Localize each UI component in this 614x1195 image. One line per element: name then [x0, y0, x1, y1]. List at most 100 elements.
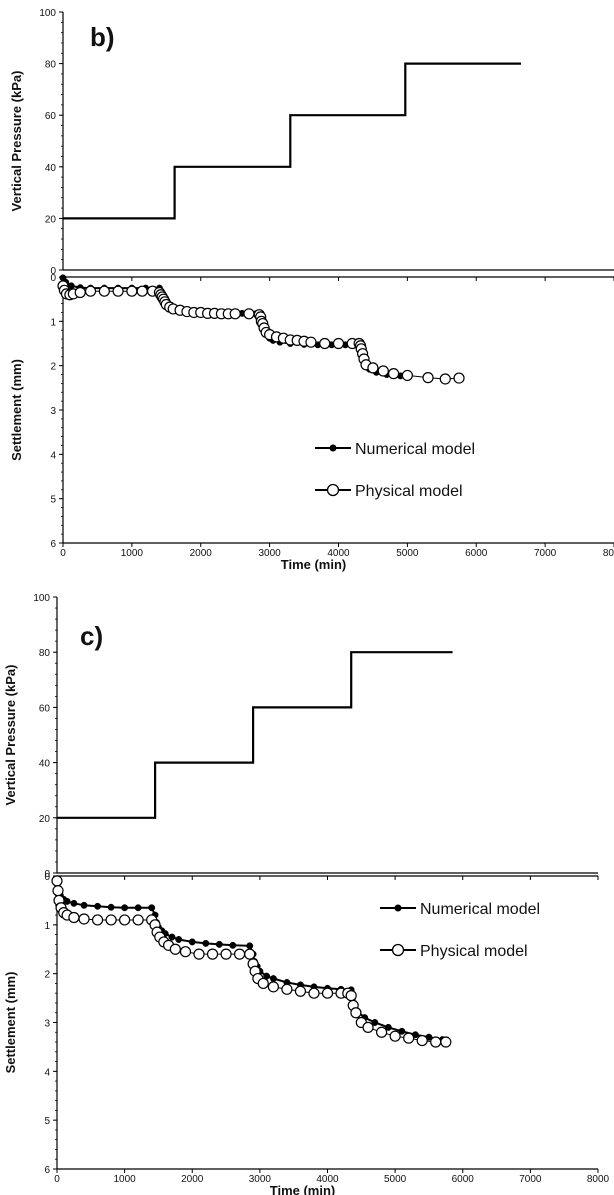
- settlement-y-tick-label: 1: [50, 317, 56, 328]
- time-x-tick-label: 3000: [249, 1174, 272, 1185]
- panel-label: b): [90, 22, 115, 52]
- time-x-tick-label: 8000: [603, 548, 614, 559]
- data-point-open: [119, 914, 131, 926]
- settlement-y-tick-label: 3: [44, 1019, 50, 1030]
- data-point-open: [453, 372, 465, 384]
- data-point-open: [52, 885, 64, 897]
- data-point-open: [206, 948, 219, 960]
- time-x-tick-label: 2000: [190, 548, 213, 559]
- data-point-open: [422, 372, 434, 384]
- time-x-tick-label: 3000: [259, 548, 282, 559]
- data-point-open: [91, 914, 104, 926]
- data-point-filled: [215, 940, 223, 948]
- time-x-tick-label: 7000: [519, 1174, 542, 1185]
- data-point-open: [388, 368, 400, 380]
- data-point-open: [350, 1007, 362, 1019]
- data-point-open: [389, 1030, 401, 1042]
- settlement-y-tick-label: 0: [50, 273, 56, 284]
- data-point-filled: [168, 933, 176, 941]
- data-point-filled: [80, 901, 88, 909]
- time-x-tick-label: 5000: [396, 548, 419, 559]
- data-point-filled: [398, 1027, 406, 1035]
- settlement-y-tick-label: 5: [44, 1116, 50, 1127]
- settlement-y-tick-label: 6: [50, 539, 56, 550]
- pressure-y-tick-label: 20: [45, 214, 57, 225]
- data-point-open: [78, 913, 90, 925]
- data-point-open: [243, 308, 255, 320]
- data-point-open: [281, 983, 293, 995]
- settlement-y-axis-title: Settlement (mm): [3, 972, 18, 1074]
- data-point-open: [132, 914, 144, 926]
- pressure-step-line: [57, 651, 453, 819]
- data-point-filled: [246, 942, 254, 950]
- settlement-y-axis-title: Settlement (mm): [9, 359, 24, 461]
- data-point-filled: [384, 1023, 392, 1031]
- data-point-open: [68, 911, 80, 924]
- data-point-filled: [202, 939, 210, 947]
- settlement-y-tick-label: 2: [44, 970, 50, 981]
- data-point-open: [220, 948, 232, 960]
- pressure-y-axis-title: Vertical Pressure (kPa): [3, 665, 18, 806]
- data-point-filled: [148, 904, 156, 912]
- pressure-y-tick-label: 0: [50, 266, 56, 277]
- data-point-open: [267, 981, 279, 993]
- data-point-filled: [107, 903, 115, 911]
- pressure-y-tick-label: 0: [44, 869, 50, 880]
- data-point-filled: [63, 897, 71, 905]
- legend-label: Numerical model: [420, 901, 540, 918]
- data-point-open: [244, 948, 256, 960]
- data-point-filled: [134, 904, 142, 912]
- time-x-tick-label: 8000: [587, 1174, 610, 1185]
- time-x-axis-title: Time (min): [270, 1183, 336, 1195]
- data-point-open: [257, 977, 269, 990]
- panel-label: c): [80, 621, 103, 651]
- data-point-open: [105, 914, 117, 926]
- pressure-y-tick-label: 40: [39, 759, 51, 770]
- data-point-open: [126, 285, 138, 297]
- data-point-open: [294, 985, 307, 997]
- settlement-y-tick-label: 1: [44, 921, 50, 932]
- pressure-y-tick-label: 80: [45, 60, 57, 71]
- pressure-y-tick-label: 100: [33, 593, 50, 604]
- data-point-open: [401, 369, 413, 382]
- data-point-open: [233, 948, 246, 960]
- time-x-tick-label: 0: [54, 1174, 60, 1185]
- data-point-filled: [175, 936, 183, 943]
- time-x-tick-label: 4000: [327, 548, 350, 559]
- legend-label: Physical model: [420, 943, 528, 960]
- data-point-open: [305, 336, 317, 348]
- data-point-open: [321, 987, 334, 999]
- time-x-axis-title: Time (min): [281, 557, 347, 572]
- data-point-open: [345, 990, 357, 1002]
- data-point-open: [308, 987, 320, 999]
- legend-marker-open: [326, 483, 340, 497]
- data-point-open: [98, 285, 110, 297]
- data-point-open: [74, 286, 86, 299]
- legend-marker-filled: [329, 444, 337, 452]
- series-physical-model: [57, 280, 465, 385]
- data-point-open: [84, 285, 97, 297]
- settlement-y-tick-label: 3: [50, 406, 56, 417]
- data-point-filled: [121, 904, 129, 912]
- pressure-y-tick-label: 100: [39, 8, 56, 19]
- data-point-filled: [371, 1019, 379, 1026]
- data-point-filled: [94, 902, 102, 910]
- legend-marker-open: [391, 943, 405, 957]
- data-point-open: [193, 948, 205, 960]
- time-x-tick-label: 6000: [465, 548, 488, 559]
- settlement-y-tick-label: 2: [50, 362, 56, 373]
- legend-label: Physical model: [355, 483, 463, 500]
- settlement-y-tick-label: 4: [50, 450, 56, 461]
- data-point-open: [319, 337, 331, 350]
- pressure-y-tick-label: 80: [39, 648, 51, 659]
- time-x-tick-label: 1000: [121, 548, 144, 559]
- data-point-filled: [229, 941, 237, 949]
- data-point-open: [332, 337, 345, 350]
- settlement-y-tick-label: 5: [50, 495, 56, 506]
- series-physical-model: [51, 875, 452, 1048]
- pressure-y-tick-label: 20: [39, 814, 51, 825]
- pressure-y-tick-label: 40: [45, 163, 57, 174]
- data-point-open: [136, 285, 148, 297]
